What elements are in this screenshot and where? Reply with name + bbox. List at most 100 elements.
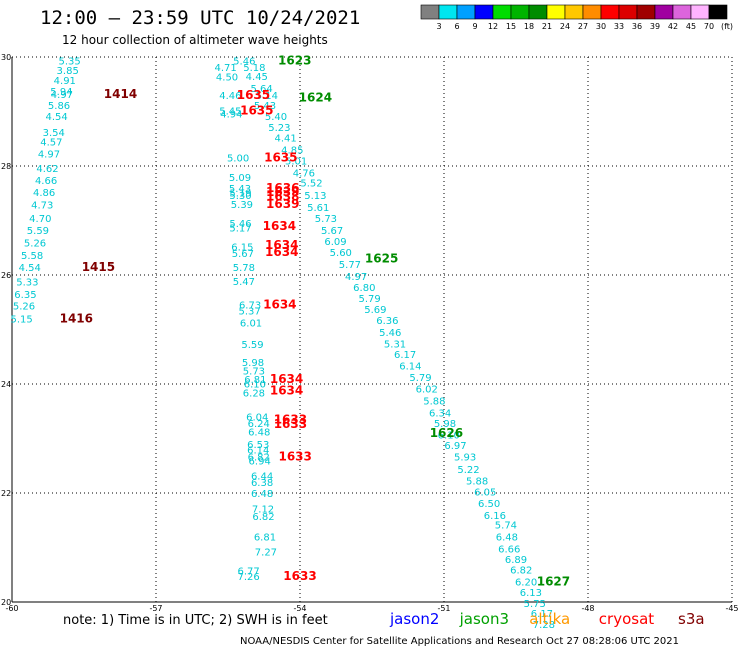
colorbar-swatch <box>708 4 728 20</box>
swh-value: 6.81 <box>244 375 266 386</box>
swh-value: 4.46 <box>219 91 241 102</box>
swh-value: 5.61 <box>307 203 329 214</box>
colorbar-label: 3 <box>436 22 441 31</box>
swh-value: 5.46 <box>379 328 401 339</box>
x-tick-label: -45 <box>725 604 738 613</box>
swh-value: 6.34 <box>429 408 451 419</box>
swh-value: 6.50 <box>478 499 500 510</box>
swh-value: 5.15 <box>10 315 32 326</box>
swh-value: 5.60 <box>330 248 352 259</box>
swh-value: 5.59 <box>241 340 263 351</box>
swh-value: 5.93 <box>454 452 476 463</box>
swh-value: 4.76 <box>293 169 315 180</box>
swh-value: 4.71 <box>214 63 236 74</box>
colorbar-label: (ft) <box>721 22 733 31</box>
swh-value: 4.66 <box>35 176 57 187</box>
swh-value: 5.98 <box>242 358 264 369</box>
swh-value: 5.74 <box>495 521 517 532</box>
swh-value: 5.30 <box>229 191 251 202</box>
swh-value: 5.88 <box>466 476 488 487</box>
swh-value: 4.73 <box>31 201 53 212</box>
swh-value: 5.45 <box>219 106 241 117</box>
swh-value: 4.50 <box>216 73 238 84</box>
y-tick-label: 24 <box>1 380 11 389</box>
swh-value: 6.44 <box>251 472 273 483</box>
legend-item-s3a: s3a <box>678 610 705 628</box>
swh-value: 6.17 <box>531 609 553 620</box>
chart-title: 12:00 – 23:59 UTC 10/24/2021 <box>40 7 360 29</box>
swh-value: 6.73 <box>239 300 261 311</box>
swh-value: 6.80 <box>353 283 375 294</box>
swh-value: 5.69 <box>364 305 386 316</box>
x-tick-labels: -60 -57 -54 -51 -48 -45 <box>5 604 738 613</box>
swh-value: 5.88 <box>423 396 445 407</box>
swh-value: 4.54 <box>19 263 41 274</box>
pass-label: 1635 <box>237 88 270 102</box>
swh-value: 5.26 <box>24 238 46 249</box>
swh-value: 5.00 <box>227 153 249 164</box>
pass-label: 1635 <box>264 150 297 164</box>
x-tick-label: -60 <box>5 604 18 613</box>
pass-label: 1634 <box>270 372 303 386</box>
swh-value: 7.26 <box>238 572 260 583</box>
y-tick-label: 30 <box>1 53 11 62</box>
swh-value: 4.97 <box>51 90 73 101</box>
swh-value: 5.19 <box>229 189 251 200</box>
swh-value: 4.57 <box>40 137 62 148</box>
swh-value: 6.05 <box>474 487 496 498</box>
swh-value: 6.82 <box>248 452 270 463</box>
swh-value: 5.79 <box>358 294 380 305</box>
swh-value: 5.79 <box>409 373 431 384</box>
pass-label: 1626 <box>430 426 463 440</box>
legend-item-jason3: jason3 <box>459 610 509 628</box>
colorbar-swatch <box>420 4 440 20</box>
pass-labels: 1623162416251626162714141415141616351635… <box>60 53 571 588</box>
swh-value: 5.73 <box>315 214 337 225</box>
swh-value: 4.86 <box>33 188 55 199</box>
pass-label: 1636 <box>266 181 299 195</box>
y-tick-label: 22 <box>1 489 11 498</box>
colorbar-label: 27 <box>578 22 588 31</box>
legend-item-altika: altika <box>529 610 570 628</box>
swh-value: 6.82 <box>252 512 274 523</box>
swh-value: 5.86 <box>48 101 70 112</box>
swh-value: 6.20 <box>515 577 537 588</box>
swh-value: 6.48 <box>248 427 270 438</box>
legend-item-jason2: jason2 <box>389 610 439 628</box>
swh-value: 4.62 <box>36 164 58 175</box>
legend-item-cryosat: cryosat <box>599 610 654 628</box>
swh-value: 5.17 <box>229 224 251 235</box>
swh-value: 5.59 <box>27 226 49 237</box>
swh-value: 3.54 <box>43 128 65 139</box>
pass-label: 1414 <box>104 87 137 101</box>
swh-value: 5.18 <box>243 63 265 74</box>
swh-value: 5.37 <box>238 306 260 317</box>
y-tick-labels: 30 28 26 24 22 20 <box>1 53 11 607</box>
swh-value: 6.38 <box>251 478 273 489</box>
pass-label: 1625 <box>365 252 398 266</box>
swh-value: 6.15 <box>231 243 253 254</box>
colorbar-label: 6 <box>454 22 459 31</box>
swh-value: 5.98 <box>434 419 456 430</box>
swh-value: 6.89 <box>505 555 527 566</box>
colorbar-label: 33 <box>614 22 624 31</box>
swh-value: 5.46 <box>233 56 255 67</box>
colorbar-swatch <box>636 4 656 20</box>
swh-value: 4.54 <box>46 112 68 123</box>
swh-value: 5.14 <box>256 91 278 102</box>
swh-value: 6.35 <box>14 290 36 301</box>
colorbar-swatch <box>492 4 512 20</box>
x-tick-label: -57 <box>149 604 162 613</box>
x-tick-label: -51 <box>437 604 450 613</box>
swh-value: 3.85 <box>57 66 79 77</box>
colorbar-swatch <box>672 4 692 20</box>
pass-label: 1633 <box>278 449 311 463</box>
swh-value: 5.47 <box>233 277 255 288</box>
x-tick-label: -48 <box>581 604 594 613</box>
swh-value: 6.04 <box>246 413 268 424</box>
swh-value: 6.82 <box>510 565 532 576</box>
swh-value: 5.01 <box>285 157 307 168</box>
chart-subtitle: 12 hour collection of altimeter wave hei… <box>62 33 328 47</box>
swh-value: 6.28 <box>243 389 265 400</box>
pass-label: 1634 <box>270 384 303 398</box>
